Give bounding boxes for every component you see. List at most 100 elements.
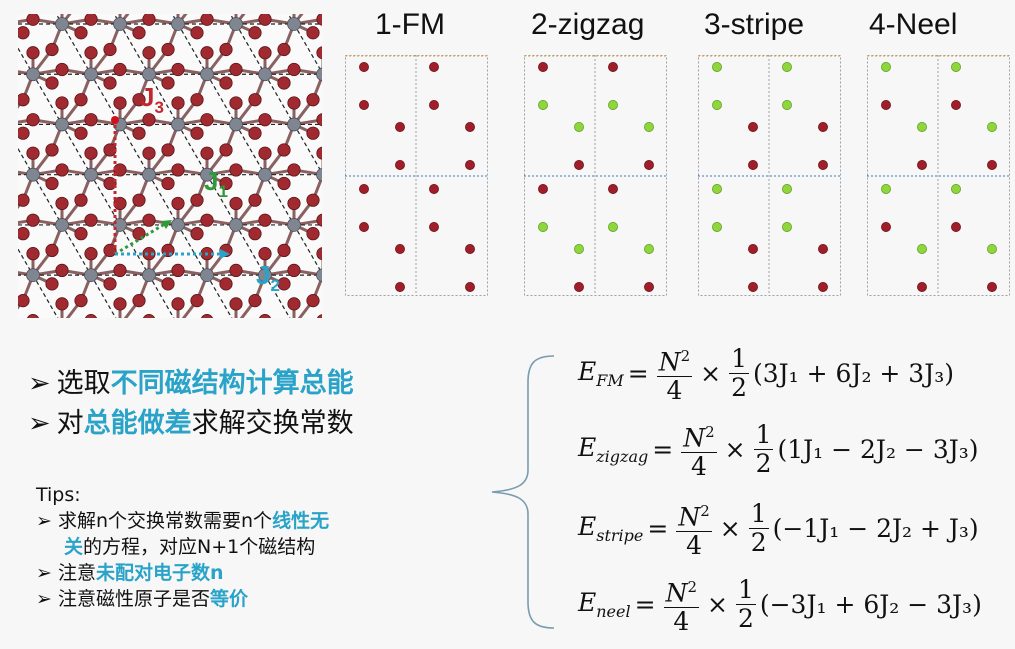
spin-up-atom — [748, 244, 758, 254]
anion-atom — [18, 26, 30, 40]
anion-atom — [248, 193, 262, 207]
spin-up-atom — [818, 244, 828, 254]
config-panel-neel — [867, 55, 1011, 297]
anion-atom — [219, 176, 233, 191]
anion-atom — [190, 26, 204, 40]
brace — [491, 355, 555, 629]
cation-atom — [258, 268, 272, 283]
tips-title: Tips: — [36, 484, 81, 506]
anion-atom — [132, 193, 146, 207]
anion-atom — [84, 146, 98, 160]
anion-atom — [55, 62, 69, 77]
anion-atom — [103, 176, 117, 191]
anion-atom — [306, 93, 320, 107]
anion-atom — [258, 146, 272, 160]
spin-up-atom — [429, 62, 439, 72]
anion-atom — [84, 14, 98, 26]
anion-atom — [26, 46, 40, 60]
anion-atom — [287, 297, 301, 311]
anion-atom — [142, 213, 156, 227]
tip-line: 关的方程，对应N+1个磁结构 — [36, 534, 329, 560]
anion-atom — [171, 297, 185, 311]
highlight-text: 未配对电子数n — [95, 562, 224, 584]
bullet-text: 对 — [56, 408, 84, 439]
tip-arrow-icon: ➢ — [36, 588, 58, 610]
anion-atom — [74, 93, 88, 107]
anion-atom — [277, 143, 291, 157]
spin-up-atom — [818, 122, 828, 132]
anion-atom — [316, 146, 322, 160]
anion-atom — [248, 93, 262, 107]
anion-atom — [229, 163, 243, 177]
spin-down-atom — [782, 222, 792, 232]
cation-atom — [84, 67, 98, 82]
tip-arrow-icon: ➢ — [36, 510, 58, 532]
spin-up-atom — [359, 184, 369, 194]
spin-up-atom — [359, 62, 369, 72]
equation-zigzag: Ezigzag = N2 4 × 1 2 (1J₁ − 2J₂ − 3J₃) — [578, 418, 979, 481]
cation-atom — [200, 67, 214, 82]
anion-atom — [306, 227, 320, 241]
fraction-n2-over-4: N2 4 — [656, 342, 693, 405]
anion-atom — [55, 163, 69, 177]
anion-atom — [132, 26, 146, 40]
anion-atom — [316, 247, 322, 261]
spin-down-atom — [712, 62, 722, 72]
j2-label: J2 — [256, 260, 280, 295]
equation-lhs: Estripe — [578, 512, 644, 546]
highlight-text: 线性无 — [272, 510, 330, 532]
anion-atom — [18, 227, 30, 241]
anion-atom — [229, 263, 243, 278]
cation-atom — [258, 67, 272, 82]
anion-atom — [45, 76, 59, 90]
anion-atom — [45, 277, 59, 291]
spin-down-atom — [538, 100, 548, 110]
anion-atom — [84, 247, 98, 261]
tip-text: 的方程，对应N+1个磁结构 — [83, 536, 316, 558]
spin-up-atom — [429, 100, 439, 110]
j3-endpoint — [111, 116, 119, 124]
main-bullets: ➢ 选取不同磁结构计算总能 ➢ 对总能做差求解交换常数 — [28, 364, 354, 444]
anion-atom — [113, 62, 127, 77]
anion-atom — [287, 196, 301, 211]
spin-up-atom — [574, 160, 584, 170]
config-title-fm: 1-FM — [375, 8, 445, 41]
anion-atom — [113, 297, 127, 311]
spin-up-atom — [987, 160, 997, 170]
anion-atom — [142, 46, 156, 60]
tip-line: ➢ 注意磁性原子是否等价 — [36, 586, 329, 612]
cation-atom — [26, 268, 40, 283]
anion-atom — [219, 277, 233, 291]
anion-atom — [248, 26, 262, 40]
anion-atom — [171, 62, 185, 77]
anion-atom — [171, 163, 185, 177]
anion-atom — [316, 113, 322, 127]
tip-line: ➢ 注意未配对电子数n — [36, 560, 329, 586]
anion-atom — [26, 213, 40, 227]
anion-atom — [18, 126, 30, 140]
anion-atom — [200, 113, 214, 127]
anion-atom — [277, 243, 291, 258]
cation-atom — [171, 17, 185, 31]
anion-atom — [55, 297, 69, 311]
spin-up-atom — [748, 282, 758, 292]
anion-atom — [306, 126, 320, 140]
spin-down-atom — [782, 100, 792, 110]
anion-atom — [103, 243, 117, 258]
spin-down-atom — [951, 62, 961, 72]
anion-atom — [229, 62, 243, 77]
anion-atom — [306, 26, 320, 40]
anion-atom — [26, 14, 40, 26]
cation-atom — [55, 17, 69, 31]
anion-atom — [84, 113, 98, 127]
spin-up-atom — [881, 100, 891, 110]
anion-atom — [26, 314, 40, 318]
j3-label: J3 — [140, 82, 164, 117]
equation-lhs: EFM — [578, 357, 624, 391]
anion-atom — [287, 62, 301, 77]
anion-atom — [277, 76, 291, 90]
spin-up-atom — [465, 160, 475, 170]
anion-atom — [248, 126, 262, 140]
anion-atom — [171, 96, 185, 110]
